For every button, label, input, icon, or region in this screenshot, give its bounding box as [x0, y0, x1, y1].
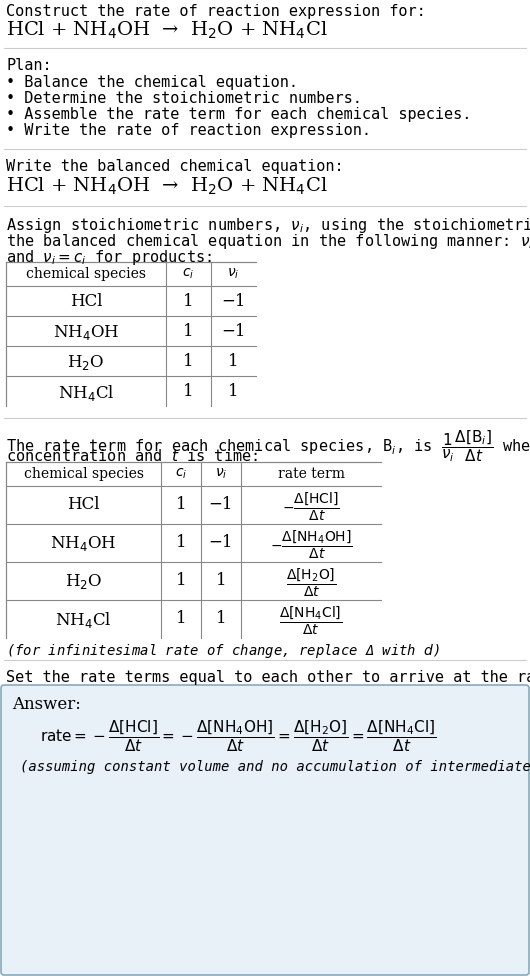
Text: HCl + NH$_4$OH  →  H$_2$O + NH$_4$Cl: HCl + NH$_4$OH → H$_2$O + NH$_4$Cl — [6, 176, 328, 197]
Text: • Write the rate of reaction expression.: • Write the rate of reaction expression. — [6, 123, 371, 138]
Text: Answer:: Answer: — [12, 696, 81, 713]
Text: −1: −1 — [221, 293, 246, 310]
Text: NH$_4$OH: NH$_4$OH — [50, 534, 117, 553]
Text: NH$_4$Cl: NH$_4$Cl — [58, 383, 114, 403]
Text: HCl: HCl — [70, 293, 102, 310]
Text: HCl: HCl — [67, 496, 100, 513]
Text: and $\nu_i = c_i$ for products:: and $\nu_i = c_i$ for products: — [6, 248, 212, 267]
Text: $\dfrac{\Delta[\mathrm{NH_4Cl}]}{\Delta t}$: $\dfrac{\Delta[\mathrm{NH_4Cl}]}{\Delta … — [279, 605, 343, 637]
Text: 1: 1 — [183, 293, 194, 310]
Text: $\mathrm{rate} = -\dfrac{\Delta[\mathrm{HCl}]}{\Delta t} = -\dfrac{\Delta[\mathr: $\mathrm{rate} = -\dfrac{\Delta[\mathrm{… — [40, 718, 437, 753]
Text: Plan:: Plan: — [6, 58, 51, 73]
Text: 1: 1 — [183, 353, 194, 370]
Text: chemical species: chemical species — [23, 467, 144, 481]
Text: H$_2$O: H$_2$O — [65, 572, 102, 591]
Text: 1: 1 — [228, 353, 239, 370]
Text: H$_2$O: H$_2$O — [67, 353, 104, 372]
Text: Construct the rate of reaction expression for:: Construct the rate of reaction expressio… — [6, 4, 426, 19]
Text: (assuming constant volume and no accumulation of intermediates or side products): (assuming constant volume and no accumul… — [20, 760, 530, 774]
Text: $-\dfrac{\Delta[\mathrm{NH_4OH}]}{\Delta t}$: $-\dfrac{\Delta[\mathrm{NH_4OH}]}{\Delta… — [270, 529, 352, 561]
Text: 1: 1 — [183, 323, 194, 340]
Text: NH$_4$OH: NH$_4$OH — [53, 323, 119, 342]
Text: −1: −1 — [209, 534, 233, 551]
Text: $\nu_i$: $\nu_i$ — [227, 267, 240, 281]
Text: −1: −1 — [221, 323, 246, 340]
Text: • Balance the chemical equation.: • Balance the chemical equation. — [6, 75, 298, 90]
Text: (for infinitesimal rate of change, replace Δ with $d$): (for infinitesimal rate of change, repla… — [6, 642, 440, 660]
Text: 1: 1 — [183, 383, 194, 400]
Text: $c_i$: $c_i$ — [182, 267, 195, 281]
Text: $\nu_i$: $\nu_i$ — [215, 467, 227, 481]
Text: 1: 1 — [216, 572, 226, 589]
Text: 1: 1 — [175, 496, 187, 513]
Text: 1: 1 — [175, 534, 187, 551]
Text: the balanced chemical equation in the following manner: $\nu_i = -c_i$ for react: the balanced chemical equation in the fo… — [6, 232, 530, 251]
Text: HCl + NH$_4$OH  →  H$_2$O + NH$_4$Cl: HCl + NH$_4$OH → H$_2$O + NH$_4$Cl — [6, 20, 328, 41]
Text: 1: 1 — [175, 610, 187, 627]
Text: 1: 1 — [228, 383, 239, 400]
Text: concentration and $t$ is time:: concentration and $t$ is time: — [6, 448, 258, 464]
Text: Write the balanced chemical equation:: Write the balanced chemical equation: — [6, 159, 343, 174]
Text: −1: −1 — [209, 496, 233, 513]
Text: • Assemble the rate term for each chemical species.: • Assemble the rate term for each chemic… — [6, 107, 471, 122]
Text: $\dfrac{\Delta[\mathrm{H_2O}]}{\Delta t}$: $\dfrac{\Delta[\mathrm{H_2O}]}{\Delta t}… — [286, 567, 336, 599]
Text: rate term: rate term — [278, 467, 344, 481]
Text: 1: 1 — [175, 572, 187, 589]
Text: Set the rate terms equal to each other to arrive at the rate expression:: Set the rate terms equal to each other t… — [6, 670, 530, 685]
FancyBboxPatch shape — [1, 685, 529, 975]
Text: $-\dfrac{\Delta[\mathrm{HCl}]}{\Delta t}$: $-\dfrac{\Delta[\mathrm{HCl}]}{\Delta t}… — [282, 491, 340, 523]
Text: Assign stoichiometric numbers, $\nu_i$, using the stoichiometric coefficients, $: Assign stoichiometric numbers, $\nu_i$, … — [6, 216, 530, 235]
Text: NH$_4$Cl: NH$_4$Cl — [55, 610, 112, 630]
Text: The rate term for each chemical species, B$_i$, is $\dfrac{1}{\nu_i}\dfrac{\Delt: The rate term for each chemical species,… — [6, 428, 530, 464]
Text: • Determine the stoichiometric numbers.: • Determine the stoichiometric numbers. — [6, 91, 362, 106]
Text: chemical species: chemical species — [26, 267, 146, 281]
Text: 1: 1 — [216, 610, 226, 627]
Text: $c_i$: $c_i$ — [175, 467, 187, 481]
